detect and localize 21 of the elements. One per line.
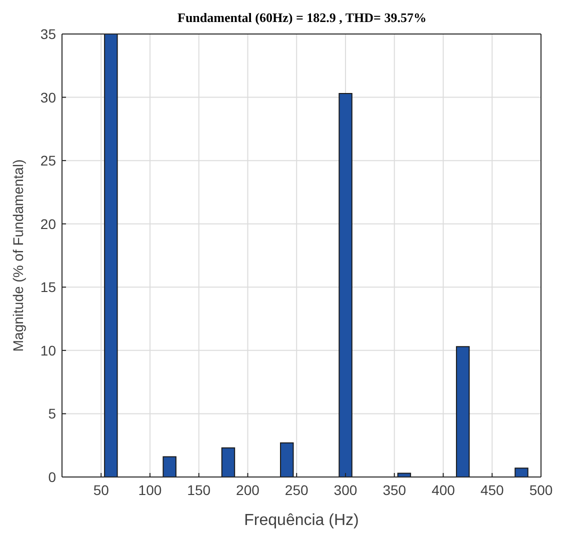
y-tick-label: 35 xyxy=(40,26,56,42)
x-tick-label: 500 xyxy=(529,482,553,498)
x-tick-label: 100 xyxy=(138,482,162,498)
y-tick-label: 30 xyxy=(40,89,56,106)
y-tick-label: 15 xyxy=(40,279,56,296)
x-tick-label: 250 xyxy=(284,482,309,498)
chart-title: Fundamental (60Hz) = 182.9 , THD= 39.57% xyxy=(176,10,428,26)
y-tick-label: 0 xyxy=(48,468,56,485)
x-tick-label: 200 xyxy=(236,482,260,498)
x-tick-label: 300 xyxy=(334,482,358,498)
x-tick-label: 350 xyxy=(382,482,406,498)
x-axis-title: Frequência (Hz) xyxy=(244,512,359,529)
y-tick-label: 5 xyxy=(48,406,56,422)
y-tick-label: 20 xyxy=(40,216,56,232)
y-tick-label: 10 xyxy=(40,342,56,358)
x-tick-label: 50 xyxy=(93,482,110,498)
x-tick-label: 450 xyxy=(480,482,504,498)
y-axis-title: Magnitude (% of Fundamental) xyxy=(10,159,26,352)
y-tick-label: 25 xyxy=(40,152,56,169)
x-tick-label: 400 xyxy=(432,482,456,498)
x-tick-label: 150 xyxy=(187,482,211,498)
